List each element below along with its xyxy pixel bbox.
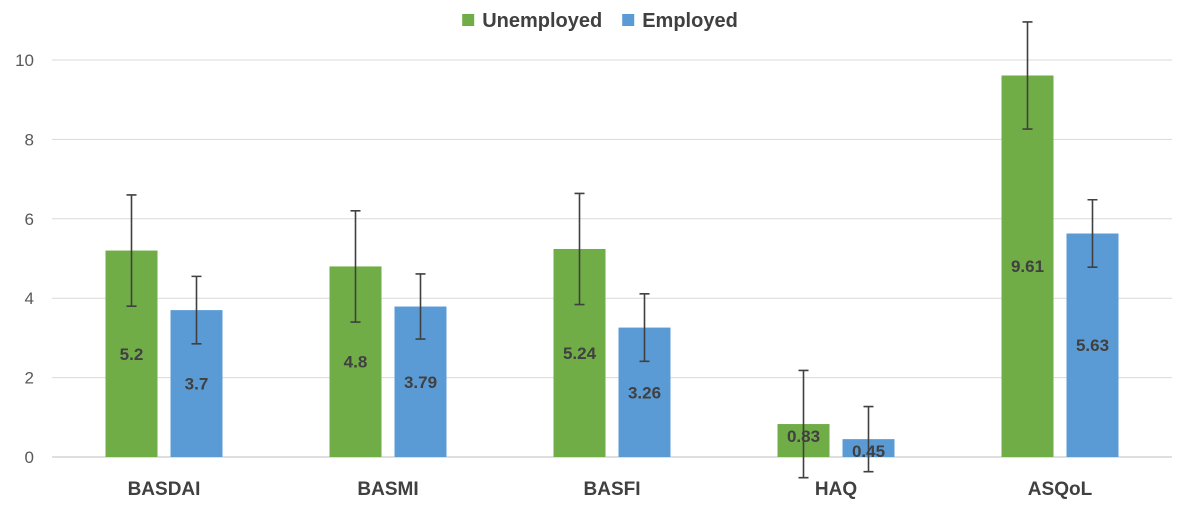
legend: Unemployed Employed — [462, 10, 738, 32]
x-tick-label-basfi: BASFI — [584, 479, 641, 500]
data-label-basdai-employed: 3.7 — [185, 375, 209, 394]
data-label-basmi-unemployed: 4.8 — [344, 353, 368, 372]
legend-swatch-employed — [622, 14, 635, 26]
error-bar-haq-employed — [863, 405, 874, 473]
y-tick-label-10: 10 — [15, 51, 34, 70]
legend-swatch-unemployed — [462, 14, 475, 26]
legend-item-employed: Employed — [622, 10, 738, 32]
data-label-haq-unemployed: 0.83 — [787, 427, 820, 446]
x-tick-label-basdai: BASDAI — [128, 479, 201, 500]
y-axis-tick-labels: 0 2 4 6 8 10 — [15, 51, 34, 467]
y-tick-label-6: 6 — [25, 210, 34, 229]
data-label-asqol-unemployed: 9.61 — [1011, 257, 1044, 276]
error-bar-asqol-unemployed — [1022, 21, 1033, 130]
data-label-basdai-unemployed: 5.2 — [120, 345, 144, 364]
error-bar-basfi-employed — [639, 293, 650, 363]
error-bars — [126, 21, 1098, 479]
error-bar-basmi-unemployed — [350, 210, 361, 323]
bar-asqol-employed — [1066, 233, 1119, 457]
x-tick-label-basmi: BASMI — [357, 479, 418, 500]
x-tick-label-haq: HAQ — [815, 479, 857, 500]
y-tick-label-0: 0 — [25, 448, 34, 467]
legend-item-unemployed: Unemployed — [462, 10, 602, 32]
data-label-haq-employed: 0.45 — [852, 442, 885, 461]
error-bar-basfi-unemployed — [574, 192, 585, 306]
legend-label-employed: Employed — [642, 10, 738, 32]
y-tick-label-2: 2 — [25, 369, 34, 388]
gridlines — [52, 59, 1172, 458]
error-bar-basdai-unemployed — [126, 194, 137, 307]
x-tick-label-asqol: ASQoL — [1028, 479, 1093, 500]
error-bar-asqol-employed — [1087, 198, 1098, 269]
data-label-basfi-employed: 3.26 — [628, 383, 661, 402]
data-label-basfi-unemployed: 5.24 — [563, 344, 597, 363]
error-bar-haq-unemployed — [798, 369, 809, 479]
bar-asqol-unemployed — [1001, 75, 1054, 457]
error-bar-basmi-employed — [415, 273, 426, 340]
data-label-basmi-employed: 3.79 — [404, 373, 437, 392]
legend-label-unemployed: Unemployed — [482, 10, 602, 32]
bars — [105, 75, 1119, 457]
data-label-asqol-employed: 5.63 — [1076, 336, 1109, 355]
y-tick-label-4: 4 — [25, 289, 34, 308]
x-axis-category-labels: BASDAI BASMI BASFI HAQ ASQoL — [128, 479, 1093, 500]
data-labels: 5.2 3.7 4.8 3.79 5.24 3.26 0.83 0.45 9.61 5.63 — [120, 257, 1109, 461]
error-bar-basdai-employed — [191, 275, 202, 345]
y-tick-label-8: 8 — [25, 130, 34, 149]
